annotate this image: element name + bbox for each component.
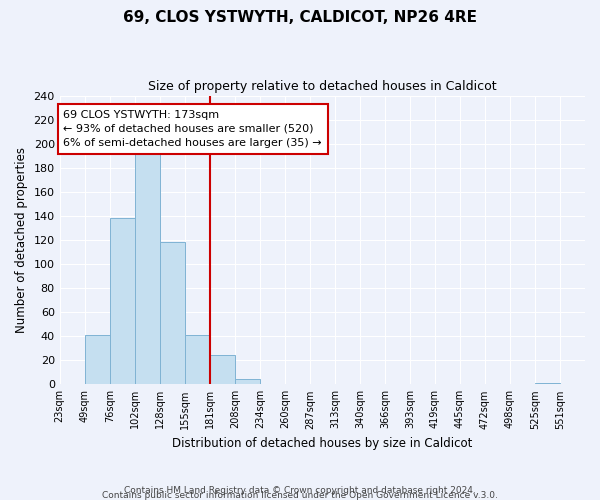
Title: Size of property relative to detached houses in Caldicot: Size of property relative to detached ho… (148, 80, 497, 93)
Bar (185, 335, 210, 384)
Bar (135, 144, 160, 384)
Bar (85, 335, 110, 384)
Y-axis label: Number of detached properties: Number of detached properties (15, 147, 28, 333)
Bar (110, 218, 135, 384)
Bar (535, 383, 560, 384)
X-axis label: Distribution of detached houses by size in Caldicot: Distribution of detached houses by size … (172, 437, 473, 450)
Text: Contains public sector information licensed under the Open Government Licence v.: Contains public sector information licen… (102, 491, 498, 500)
Bar (160, 242, 185, 384)
Text: 69 CLOS YSTWYTH: 173sqm
← 93% of detached houses are smaller (520)
6% of semi-de: 69 CLOS YSTWYTH: 173sqm ← 93% of detache… (64, 110, 322, 148)
Text: Contains HM Land Registry data © Crown copyright and database right 2024.: Contains HM Land Registry data © Crown c… (124, 486, 476, 495)
Bar (210, 356, 235, 384)
Text: 69, CLOS YSTWYTH, CALDICOT, NP26 4RE: 69, CLOS YSTWYTH, CALDICOT, NP26 4RE (123, 10, 477, 25)
Bar (235, 380, 260, 384)
